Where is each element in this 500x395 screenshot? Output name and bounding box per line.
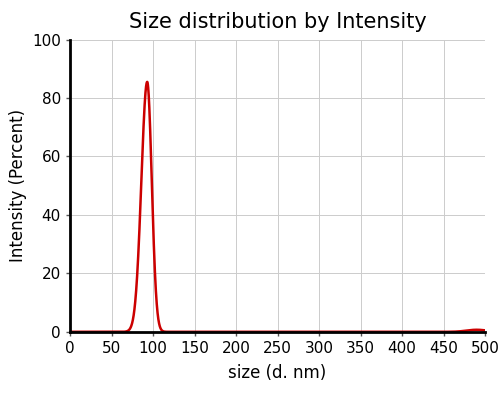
Y-axis label: Intensity (Percent): Intensity (Percent): [8, 109, 26, 262]
Title: Size distribution by Intensity: Size distribution by Intensity: [128, 12, 426, 32]
X-axis label: size (d. nm): size (d. nm): [228, 364, 326, 382]
